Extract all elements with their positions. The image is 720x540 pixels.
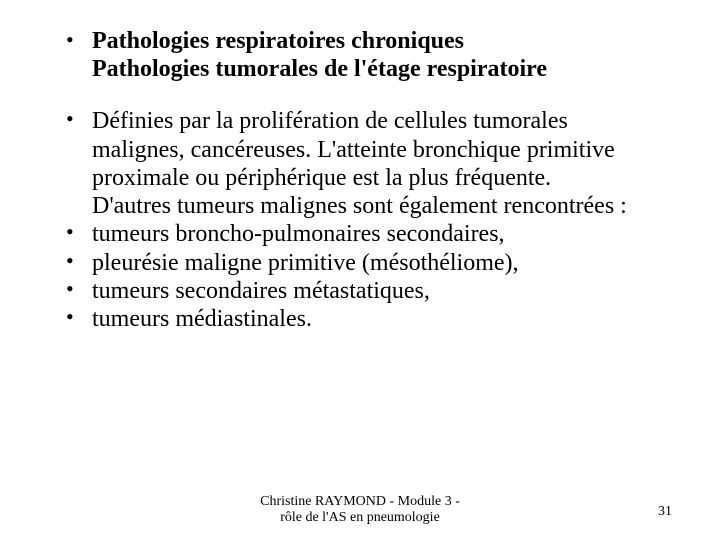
body-bullet-5: tumeurs médiastinales. — [60, 305, 660, 333]
title-bullet: Pathologies respiratoires chroniques Pat… — [60, 28, 660, 83]
body-bullet-2: tumeurs broncho-pulmonaires secondaires, — [60, 220, 660, 248]
page-number: 31 — [658, 504, 672, 520]
body-text-1: Définies par la prolifération de cellule… — [92, 107, 660, 220]
slide: Pathologies respiratoires chroniques Pat… — [0, 0, 720, 540]
body-bullet-3: pleurésie maligne primitive (mésothéliom… — [60, 249, 660, 277]
footer-line-1: Christine RAYMOND - Module 3 - — [0, 494, 720, 510]
spacer — [60, 83, 660, 107]
title-line-1: Pathologies respiratoires chroniques — [92, 28, 660, 56]
body-bullet-1: Définies par la prolifération de cellule… — [60, 107, 660, 220]
body-text-3: pleurésie maligne primitive (mésothéliom… — [92, 249, 660, 277]
footer: Christine RAYMOND - Module 3 - rôle de l… — [0, 494, 720, 526]
body-text-5: tumeurs médiastinales. — [92, 305, 660, 333]
bullet-list: Pathologies respiratoires chroniques Pat… — [60, 28, 660, 334]
footer-line-2: rôle de l'AS en pneumologie — [0, 510, 720, 526]
body-text-4: tumeurs secondaires métastatiques, — [92, 277, 660, 305]
body-bullet-4: tumeurs secondaires métastatiques, — [60, 277, 660, 305]
body-text-2: tumeurs broncho-pulmonaires secondaires, — [92, 220, 660, 248]
title-line-2: Pathologies tumorales de l'étage respira… — [92, 56, 660, 84]
